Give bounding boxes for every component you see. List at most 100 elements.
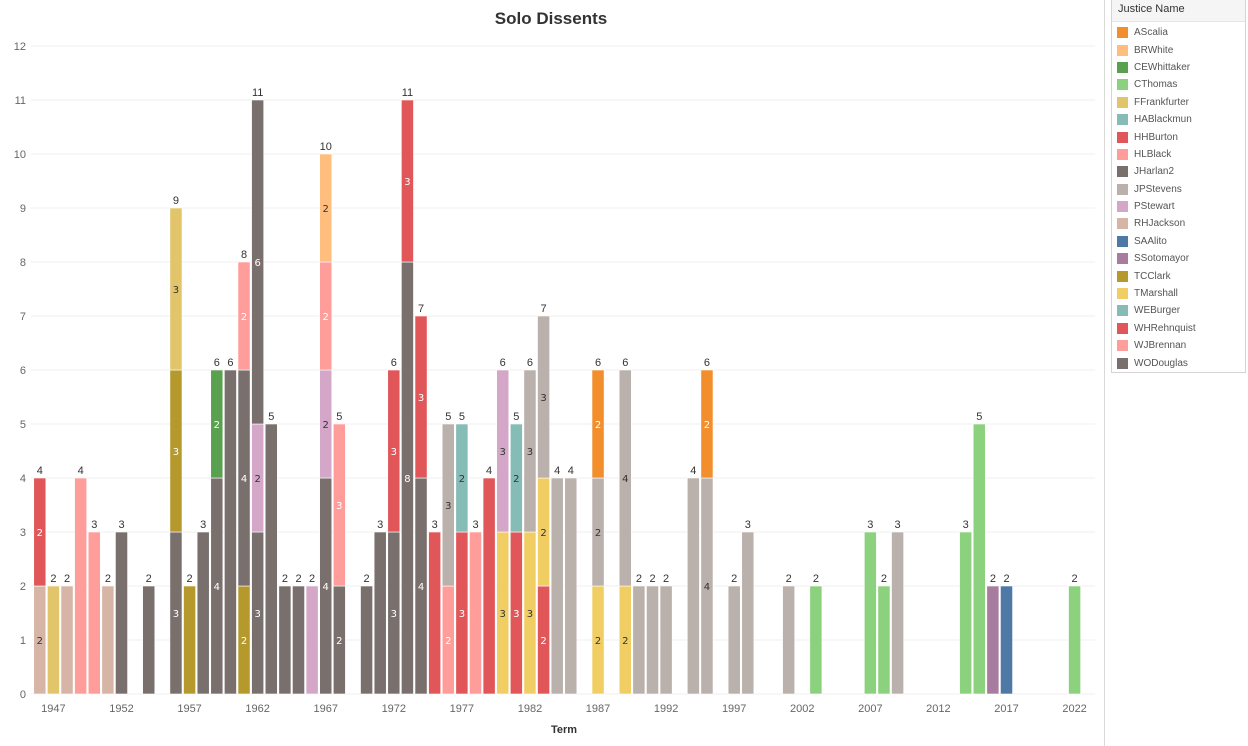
bar-total-label: 2 <box>881 573 887 585</box>
bar-2022: 2 <box>1068 573 1081 695</box>
legend-label: WHRehnquist <box>1134 322 1196 334</box>
bar-1983: 2 2 3 7 <box>537 303 550 695</box>
legend-swatch <box>1117 270 1128 282</box>
legend-item-WODouglas[interactable]: WODouglas <box>1112 354 1245 371</box>
segment-label: 2 <box>540 636 546 647</box>
bar-segment-BRWhite <box>319 153 333 263</box>
legend-item-HABlackmun[interactable]: HABlackmun <box>1112 111 1245 128</box>
x-tick-label: 1977 <box>450 703 474 715</box>
bar-segment-WHRehnquist <box>387 369 401 533</box>
legend-item-HLBlack[interactable]: HLBlack <box>1112 146 1245 163</box>
bar-1990: 2 <box>632 573 646 695</box>
segment-label: 2 <box>445 636 451 647</box>
segment-label: 3 <box>173 609 179 620</box>
legend-item-WEBurger[interactable]: WEBurger <box>1112 302 1245 319</box>
bar-total-label: 3 <box>895 519 901 531</box>
segment-label: 2 <box>595 636 601 647</box>
bar-1971: 3 <box>373 519 387 695</box>
legend-item-BRWhite[interactable]: BRWhite <box>1112 41 1245 58</box>
segment-label: 2 <box>595 528 601 539</box>
legend-item-SSotomayor[interactable]: SSotomayor <box>1112 250 1245 267</box>
bar-total-label: 2 <box>146 573 152 585</box>
bar-total-label: 4 <box>554 465 560 477</box>
bar-total-label: 3 <box>91 519 97 531</box>
legend-label: PStewart <box>1134 201 1175 213</box>
bar-2015: 5 <box>972 411 986 695</box>
legend-item-JPStevens[interactable]: JPStevens <box>1112 181 1245 198</box>
legend-swatch <box>1117 114 1128 126</box>
segment-label: 2 <box>323 420 329 431</box>
legend-item-WJBrennan[interactable]: WJBrennan <box>1112 337 1245 354</box>
legend-label: AScalia <box>1134 27 1168 39</box>
legend-item-SAAlito[interactable]: SAAlito <box>1112 233 1245 250</box>
bar-2001: 2 <box>782 573 796 695</box>
bar-segment-RHJackson <box>101 585 115 695</box>
legend-item-TMarshall[interactable]: TMarshall <box>1112 285 1245 302</box>
x-tick-label: 1967 <box>313 703 337 715</box>
legend-item-RHJackson[interactable]: RHJackson <box>1112 215 1245 232</box>
bar-total-label: 5 <box>513 411 519 423</box>
legend-swatch <box>1117 148 1128 160</box>
bar-segment-SAAlito <box>1000 585 1013 695</box>
bar-segment-WODouglas <box>224 369 237 695</box>
legend: Justice Name AScalia BRWhite CEWhittaker CT… <box>1111 0 1246 373</box>
bar-total-label: 5 <box>976 411 982 423</box>
bar-total-label: 6 <box>391 357 397 369</box>
bar-segment-JPStevens <box>564 477 578 695</box>
bar-segment-FFrankfurter <box>169 207 183 371</box>
bar-total-label: 5 <box>268 411 274 423</box>
bar-total-label: 3 <box>745 519 751 531</box>
legend-item-PStewart[interactable]: PStewart <box>1112 198 1245 215</box>
bar-1951: 2 <box>101 573 115 695</box>
legend-item-HHBurton[interactable]: HHBurton <box>1112 128 1245 145</box>
legend-swatch <box>1117 27 1128 39</box>
y-tick-label: 3 <box>20 527 26 539</box>
bar-segment-CThomas <box>972 423 986 695</box>
legend-label: FFrankfurter <box>1134 96 1190 108</box>
legend-label: RHJackson <box>1134 218 1186 230</box>
bar-segment-WHRehnquist <box>482 477 496 695</box>
legend-item-AScalia[interactable]: AScalia <box>1112 24 1245 41</box>
bar-segment-AScalia <box>700 369 714 479</box>
bar-1998: 3 <box>741 519 755 695</box>
legend-label: HABlackmun <box>1134 114 1192 126</box>
bar-segment-WODouglas <box>196 531 210 695</box>
legend-item-CEWhittaker[interactable]: CEWhittaker <box>1112 59 1245 76</box>
bar-total-label: 5 <box>459 411 465 423</box>
bar-total-label: 6 <box>227 357 233 369</box>
segment-label: 2 <box>37 528 43 539</box>
bar-segment-JPStevens <box>686 477 700 695</box>
bar-segment-WODouglas <box>292 585 305 695</box>
bar-1957: 2 <box>183 573 196 695</box>
x-tick-label: 1992 <box>654 703 678 715</box>
segment-label: 3 <box>513 609 519 620</box>
legend-item-WHRehnquist[interactable]: WHRehnquist <box>1112 320 1245 337</box>
segment-label: 2 <box>622 636 628 647</box>
bar-total-label: 2 <box>990 573 996 585</box>
y-tick-label: 5 <box>20 419 26 431</box>
bar-1967: 4 2 2 2 10 <box>319 141 333 695</box>
legend-swatch <box>1117 340 1128 352</box>
legend-item-JHarlan2[interactable]: JHarlan2 <box>1112 163 1245 180</box>
legend-label: HLBlack <box>1134 148 1172 160</box>
bar-total-label: 3 <box>200 519 206 531</box>
legend-item-FFrankfurter[interactable]: FFrankfurter <box>1112 94 1245 111</box>
segment-label: 2 <box>459 474 465 485</box>
bar-segment-JPStevens <box>646 585 659 695</box>
bar-total-label: 2 <box>1003 573 1009 585</box>
bar-total-label: 6 <box>595 357 601 369</box>
bar-total-label: 5 <box>336 411 342 423</box>
segment-label: 2 <box>37 636 43 647</box>
bar-1991: 2 <box>646 573 659 695</box>
bar-1960: 6 <box>224 357 237 695</box>
legend-swatch <box>1117 288 1128 300</box>
legend-item-CThomas[interactable]: CThomas <box>1112 76 1245 93</box>
bar-total-label: 6 <box>214 357 220 369</box>
bar-1984: 4 <box>550 465 564 695</box>
legend-item-TCClark[interactable]: TCClark <box>1112 267 1245 284</box>
bar-segment-JPStevens <box>632 585 646 695</box>
x-axis-ticks: 1947 1952 1957 1962 1967 1972 1977 1982 1987 1992… <box>41 703 1087 715</box>
bar-segment-JPStevens <box>618 369 632 587</box>
legend-swatch <box>1117 322 1128 334</box>
x-tick-label: 1947 <box>41 703 65 715</box>
